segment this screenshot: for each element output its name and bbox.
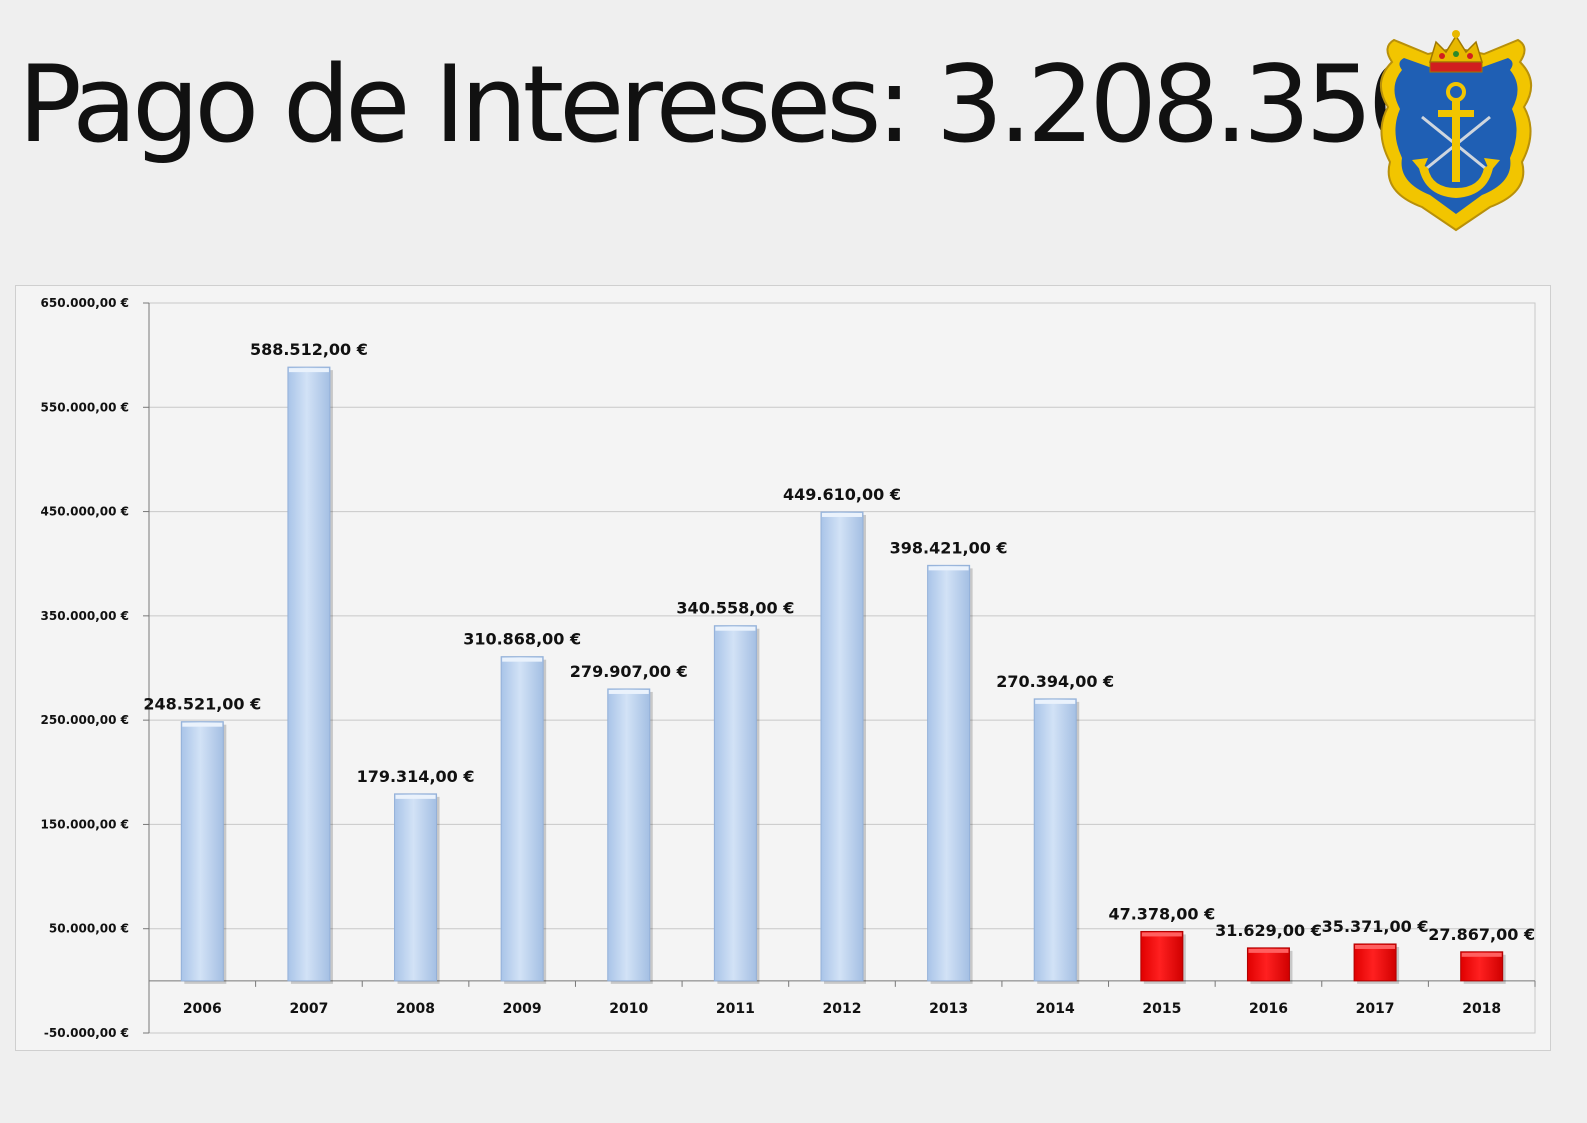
data-label-2013: 398.421,00 € — [890, 538, 1008, 557]
x-tick-label: 2016 — [1249, 1001, 1288, 1017]
x-tick-label: 2009 — [503, 1001, 542, 1017]
data-label-2007: 588.512,00 € — [250, 340, 368, 359]
x-tick-label: 2006 — [183, 1001, 222, 1017]
page-title: Pago de Intereses: 3.208.350 — [18, 43, 1435, 166]
x-tick-label: 2017 — [1356, 1001, 1395, 1017]
data-label-2011: 340.558,00 € — [676, 599, 794, 618]
bar-cap — [502, 657, 543, 662]
bar-cap — [1355, 944, 1396, 949]
bar-2013 — [927, 564, 971, 982]
data-label-2010: 279.907,00 € — [570, 662, 688, 681]
x-tick-label: 2008 — [396, 1001, 435, 1017]
bar-cap — [1248, 948, 1289, 953]
x-tick-label: 2015 — [1142, 1001, 1181, 1017]
y-tick-label: 150.000,00 € — [41, 817, 129, 831]
y-tick-label: 250.000,00 € — [41, 713, 129, 727]
bar-cap — [288, 368, 329, 373]
bar-cap — [182, 722, 223, 727]
bar-cap — [1035, 699, 1076, 704]
bar-2008 — [394, 793, 438, 982]
y-tick-label: 350.000,00 € — [41, 609, 129, 623]
bar-cap — [608, 689, 649, 694]
bar-cap — [1461, 952, 1502, 957]
data-label-2018: 27.867,00 € — [1428, 925, 1535, 944]
x-tick-label: 2007 — [289, 1001, 328, 1017]
bar-cap — [1141, 932, 1182, 937]
data-label-2016: 31.629,00 € — [1215, 921, 1322, 940]
bar-2012 — [820, 511, 864, 982]
y-tick-label: 650.000,00 € — [41, 296, 129, 310]
data-label-2014: 270.394,00 € — [996, 672, 1114, 691]
y-tick-label: 50.000,00 € — [49, 922, 129, 936]
bar-cap — [395, 794, 436, 799]
x-tick-label: 2012 — [823, 1001, 862, 1017]
data-label-2008: 179.314,00 € — [357, 767, 475, 786]
y-tick-label: 550.000,00 € — [41, 400, 129, 414]
bar-cap — [715, 626, 756, 631]
x-tick-label: 2010 — [609, 1001, 648, 1017]
x-tick-label: 2014 — [1036, 1001, 1075, 1017]
bar-2017 — [1353, 943, 1397, 982]
x-tick-label: 2011 — [716, 1001, 755, 1017]
bar-2014 — [1033, 698, 1077, 982]
bar-2006 — [180, 721, 224, 982]
bar-2007 — [287, 366, 331, 982]
bar-2015 — [1140, 930, 1184, 982]
data-label-2012: 449.610,00 € — [783, 485, 901, 504]
bar-chart: 650.000,00 € 550.000,00 € 450.000,00 € 350.… — [41, 296, 1536, 1040]
navy-emblem-icon — [1380, 30, 1532, 232]
y-tick-label: -50.000,00 € — [44, 1026, 129, 1040]
x-tick-label: 2013 — [929, 1001, 968, 1017]
data-label-2009: 310.868,00 € — [463, 630, 581, 649]
chart-area: 650.000,00 € 550.000,00 € 450.000,00 € 350.… — [15, 285, 1551, 1051]
bar-2009 — [500, 656, 544, 982]
bar-2010 — [607, 688, 651, 982]
bar-cap — [822, 512, 862, 517]
data-label-2006: 248.521,00 € — [143, 695, 261, 714]
data-label-2015: 47.378,00 € — [1108, 904, 1215, 923]
bar-2016 — [1246, 947, 1290, 982]
bar-cap — [928, 566, 969, 571]
x-tick-label: 2018 — [1462, 1001, 1501, 1017]
bar-2011 — [713, 625, 757, 982]
y-tick-label: 450.000,00 € — [41, 505, 129, 519]
data-label-2017: 35.371,00 € — [1322, 917, 1429, 936]
